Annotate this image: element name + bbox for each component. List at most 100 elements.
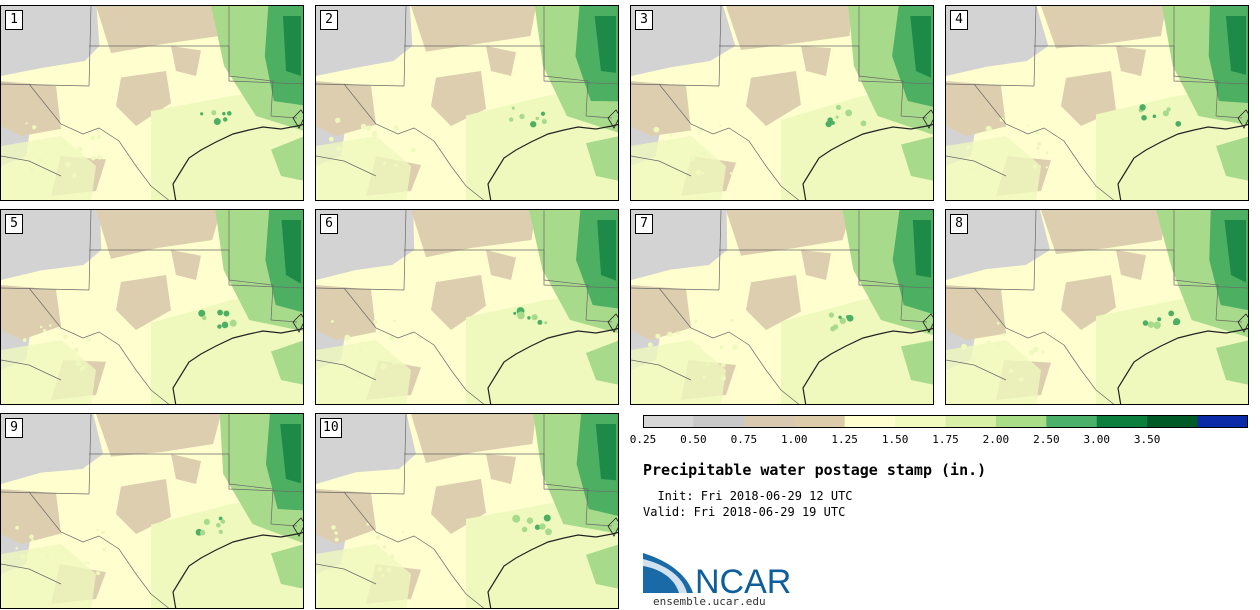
moisture-speckle	[719, 124, 722, 127]
postage-stamp-map: 2	[315, 5, 619, 201]
colorbar-tick-label: 3.50	[1133, 433, 1161, 446]
stamp-number-label: 6	[320, 214, 338, 234]
state-border	[946, 83, 1035, 87]
moisture-speckle	[996, 343, 1002, 349]
moisture-speckle	[1035, 130, 1040, 136]
state-border	[228, 483, 274, 525]
state-border	[343, 491, 485, 608]
state-border	[543, 75, 589, 117]
moisture-speckle	[666, 139, 672, 145]
wet-patch-gulf	[901, 136, 933, 181]
wet-patch-gulf	[586, 544, 618, 589]
moisture-speckle	[96, 528, 100, 532]
dry-tan-patch	[1, 285, 61, 340]
state-border	[1, 359, 62, 381]
moisture-speckle	[330, 319, 334, 323]
state-border	[543, 280, 618, 289]
moisture-speckle	[377, 566, 383, 572]
dry-tan-patch	[96, 414, 221, 457]
state-border	[28, 287, 170, 404]
logo-text: NCAR	[695, 563, 791, 597]
state-border	[404, 45, 545, 76]
convective-cell	[1147, 321, 1155, 328]
gulf-coastline	[1117, 327, 1248, 404]
moisture-speckle	[337, 119, 340, 123]
moisture-speckle	[402, 531, 405, 534]
moisture-speckle	[360, 123, 367, 130]
moisture-speckle	[81, 366, 86, 370]
postage-stamp-map: 9	[0, 413, 304, 609]
moisture-speckle	[357, 347, 363, 353]
state-border	[1, 491, 90, 495]
dry-tan-patch	[486, 250, 516, 280]
dry-tan-patch	[746, 275, 801, 330]
convective-cell	[860, 120, 867, 127]
moisture-speckle	[75, 360, 81, 367]
moisture-speckle	[979, 360, 986, 366]
gulf-coastline	[487, 123, 618, 200]
convective-cell	[825, 120, 832, 128]
delta-coast	[922, 109, 933, 129]
dry-region-west	[1, 414, 104, 484]
dry-tan-patch	[171, 46, 201, 76]
colorbar-segment	[945, 415, 997, 428]
moisture-speckle	[689, 155, 696, 162]
moisture-speckle	[389, 335, 395, 341]
moisture-speckle	[336, 146, 341, 151]
state-border	[1173, 279, 1219, 321]
colorbar-tick-label: 1.75	[932, 433, 959, 446]
convective-cell	[1157, 317, 1162, 322]
moisture-speckle	[29, 534, 34, 540]
dry-tan-patch	[1116, 46, 1146, 76]
dry-tan-patch	[486, 46, 516, 76]
moisture-speckle	[702, 171, 705, 175]
init-time: Init: Fri 2018-06-29 12 UTC	[643, 489, 853, 503]
convective-cell	[1141, 114, 1147, 121]
state-border	[228, 280, 303, 289]
state-border	[316, 155, 377, 177]
colorbar-segment	[1197, 415, 1248, 428]
wet-core-dark	[595, 424, 616, 481]
chart-title: Precipitable water postage stamp (in.)	[643, 461, 987, 479]
moisture-speckle	[71, 342, 74, 345]
state-border	[973, 83, 1115, 200]
convective-cell	[216, 522, 221, 528]
moisture-speckle	[999, 117, 1005, 122]
moisture-speckle	[334, 537, 339, 542]
moisture-speckle	[15, 525, 20, 530]
colorbar-tick-label: 1.25	[831, 433, 858, 446]
moist-region-south	[316, 340, 411, 404]
convective-cell	[1142, 320, 1149, 326]
moisture-speckle	[377, 140, 383, 146]
moisture-speckle	[32, 125, 37, 130]
stamp-map-svg	[316, 210, 618, 404]
state-border	[270, 115, 298, 119]
gulf-coastline	[1117, 123, 1248, 200]
moist-region-south	[631, 136, 726, 200]
wet-patch-gulf	[271, 136, 303, 181]
moisture-speckle	[700, 150, 707, 157]
convective-cell	[511, 106, 515, 110]
colorbar-frame	[643, 415, 1248, 428]
state-border	[973, 287, 1115, 404]
dry-tan-patch	[96, 6, 221, 54]
moisture-speckle	[366, 522, 370, 526]
moisture-speckle	[84, 561, 88, 564]
stamp-map-svg	[946, 210, 1248, 404]
moisture-speckle	[375, 535, 381, 540]
convective-cell	[218, 529, 223, 535]
moisture-speckle	[334, 531, 338, 535]
moisture-speckle	[986, 340, 992, 346]
dry-tan-patch	[486, 454, 516, 484]
moisture-speckle	[42, 328, 47, 333]
moisture-speckle	[101, 530, 106, 535]
convective-cell	[1175, 120, 1182, 127]
dry-tan-patch	[746, 71, 801, 126]
moisture-speckle	[49, 353, 53, 357]
moisture-speckle	[72, 173, 77, 178]
state-border	[89, 45, 230, 76]
state-border	[316, 563, 377, 585]
moisture-speckle	[706, 362, 710, 366]
moisture-speckle	[20, 554, 26, 560]
stamp-map-svg	[316, 6, 618, 200]
